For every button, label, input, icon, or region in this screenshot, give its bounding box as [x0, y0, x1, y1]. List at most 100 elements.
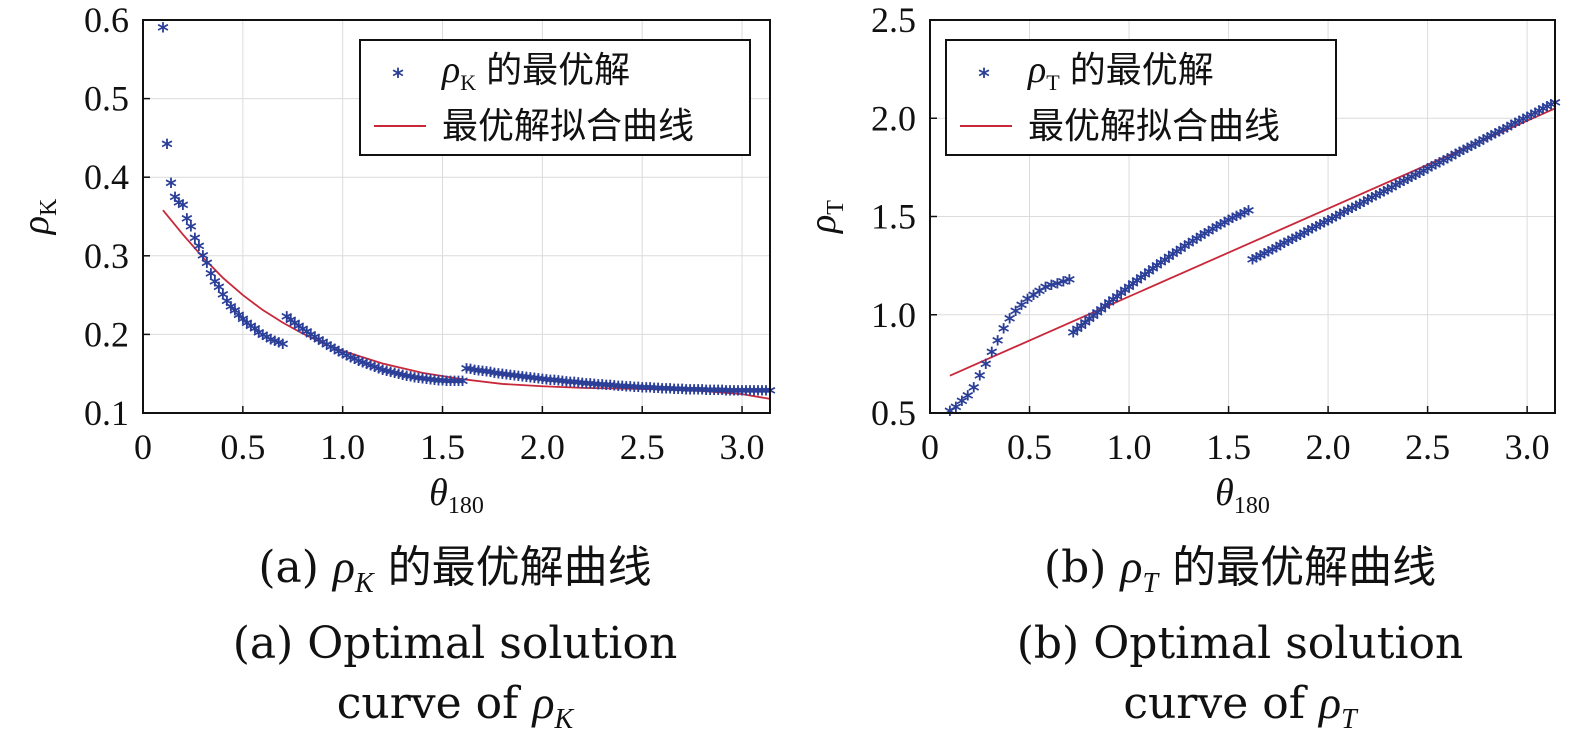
data-point: *: [724, 382, 736, 407]
data-point: *: [1318, 214, 1330, 239]
data-point: *: [992, 332, 1004, 357]
caption-b-chinese: (b) ρT 的最优解曲线: [1044, 541, 1436, 599]
data-point: *: [1521, 109, 1533, 134]
x-tick-label: 2.0: [1306, 427, 1351, 467]
data-point: *: [1004, 311, 1016, 336]
panel-a-x-ticks: 0 0.5 1.0 1.5 2.0 2.5 3.0: [134, 406, 765, 467]
x-tick-label: 2.0: [520, 427, 565, 467]
data-point: *: [1398, 173, 1410, 198]
data-point: *: [1119, 282, 1131, 307]
data-point: *: [1187, 233, 1199, 258]
data-point: *: [944, 403, 956, 428]
caption-b-english-line1: (b) Optimal solution: [1017, 618, 1464, 669]
y-tick-label: 0.5: [871, 393, 916, 433]
data-point: *: [213, 279, 225, 304]
data-point: *: [273, 335, 285, 360]
data-point: *: [477, 363, 489, 388]
data-point: *: [1111, 288, 1123, 313]
data-point: *: [1334, 206, 1346, 231]
data-point: *: [950, 399, 962, 424]
data-point: *: [1231, 208, 1243, 233]
panel-b-legend-entry-fit: 最优解拟合曲线: [1028, 106, 1280, 147]
data-point: *: [509, 367, 521, 392]
data-point: *: [1466, 138, 1478, 163]
data-point: *: [281, 309, 293, 334]
data-point: *: [469, 362, 481, 387]
data-point: *: [373, 360, 385, 385]
data-point: *: [986, 344, 998, 369]
panel-b-y-axis-label: ρT: [802, 200, 849, 234]
data-point: *: [700, 382, 712, 407]
data-point: *: [389, 365, 401, 390]
y-tick-label: 0.2: [84, 314, 129, 354]
data-point: *: [1418, 163, 1430, 188]
data-point: *: [1410, 167, 1422, 192]
data-point: *: [581, 375, 593, 400]
data-point: *: [1406, 169, 1418, 194]
data-point: *: [353, 353, 365, 378]
x-tick-label: 1.0: [320, 427, 365, 467]
data-point: *: [1091, 305, 1103, 330]
data-point: *: [549, 372, 561, 397]
x-tick-label: 1.5: [1206, 427, 1251, 467]
data-point: *: [289, 315, 301, 340]
data-point: *: [1271, 239, 1283, 264]
data-point: *: [1135, 269, 1147, 294]
data-point: *: [736, 382, 748, 407]
data-point: *: [181, 210, 193, 235]
data-point: *: [1446, 148, 1458, 173]
data-point: *: [361, 356, 373, 381]
data-point: *: [748, 383, 760, 408]
data-point: *: [1434, 154, 1446, 179]
panel-b-legend: * ρT 的最优解 最优解拟合曲线: [945, 39, 1337, 156]
data-point: *: [1083, 311, 1095, 336]
data-point: *: [1486, 128, 1498, 153]
x-tick-label: 3.0: [1505, 427, 1550, 467]
data-point: *: [1243, 203, 1255, 228]
data-point: *: [1207, 221, 1219, 246]
data-point: *: [1095, 301, 1107, 326]
data-point: *: [593, 376, 605, 401]
data-point: *: [225, 298, 237, 323]
data-point: *: [429, 372, 441, 397]
data-point: *: [1251, 250, 1263, 275]
data-point: *: [1235, 206, 1247, 231]
data-point: *: [1064, 271, 1076, 296]
data-point: *: [409, 369, 421, 394]
data-point: *: [541, 371, 553, 396]
data-point: *: [680, 381, 692, 406]
data-point: *: [317, 334, 329, 359]
data-point: *: [365, 358, 377, 383]
data-point: *: [1052, 275, 1064, 300]
data-point: *: [441, 373, 453, 398]
data-point: *: [1219, 214, 1231, 239]
data-point: *: [740, 382, 752, 407]
data-point: *: [974, 368, 986, 393]
data-point: *: [277, 336, 289, 361]
data-point: *: [1175, 241, 1187, 266]
data-point: *: [1450, 146, 1462, 171]
data-point: *: [1107, 292, 1119, 317]
data-point: *: [421, 371, 433, 396]
data-point: *: [237, 311, 249, 336]
data-point: *: [301, 324, 313, 349]
data-point: *: [525, 369, 537, 394]
data-point: *: [1302, 223, 1314, 248]
data-point: *: [377, 362, 389, 387]
panel-a-legend-entry-fit: 最优解拟合曲线: [442, 106, 694, 147]
data-point: *: [325, 339, 337, 364]
panel-b-x-ticks: 0 0.5 1.0 1.5 2.0 2.5 3.0: [921, 406, 1550, 467]
data-point: *: [217, 287, 229, 312]
panel-a-fit-curve: [162, 209, 771, 400]
data-point: *: [1462, 140, 1474, 165]
data-point: *: [489, 365, 501, 390]
data-point: *: [672, 381, 684, 406]
data-point: *: [668, 381, 680, 406]
data-point: *: [1490, 126, 1502, 151]
data-point: *: [269, 333, 281, 358]
data-point: *: [1338, 204, 1350, 229]
data-point: *: [437, 373, 449, 398]
data-point: *: [537, 371, 549, 396]
data-point: *: [493, 365, 505, 390]
data-point: *: [1517, 111, 1529, 136]
